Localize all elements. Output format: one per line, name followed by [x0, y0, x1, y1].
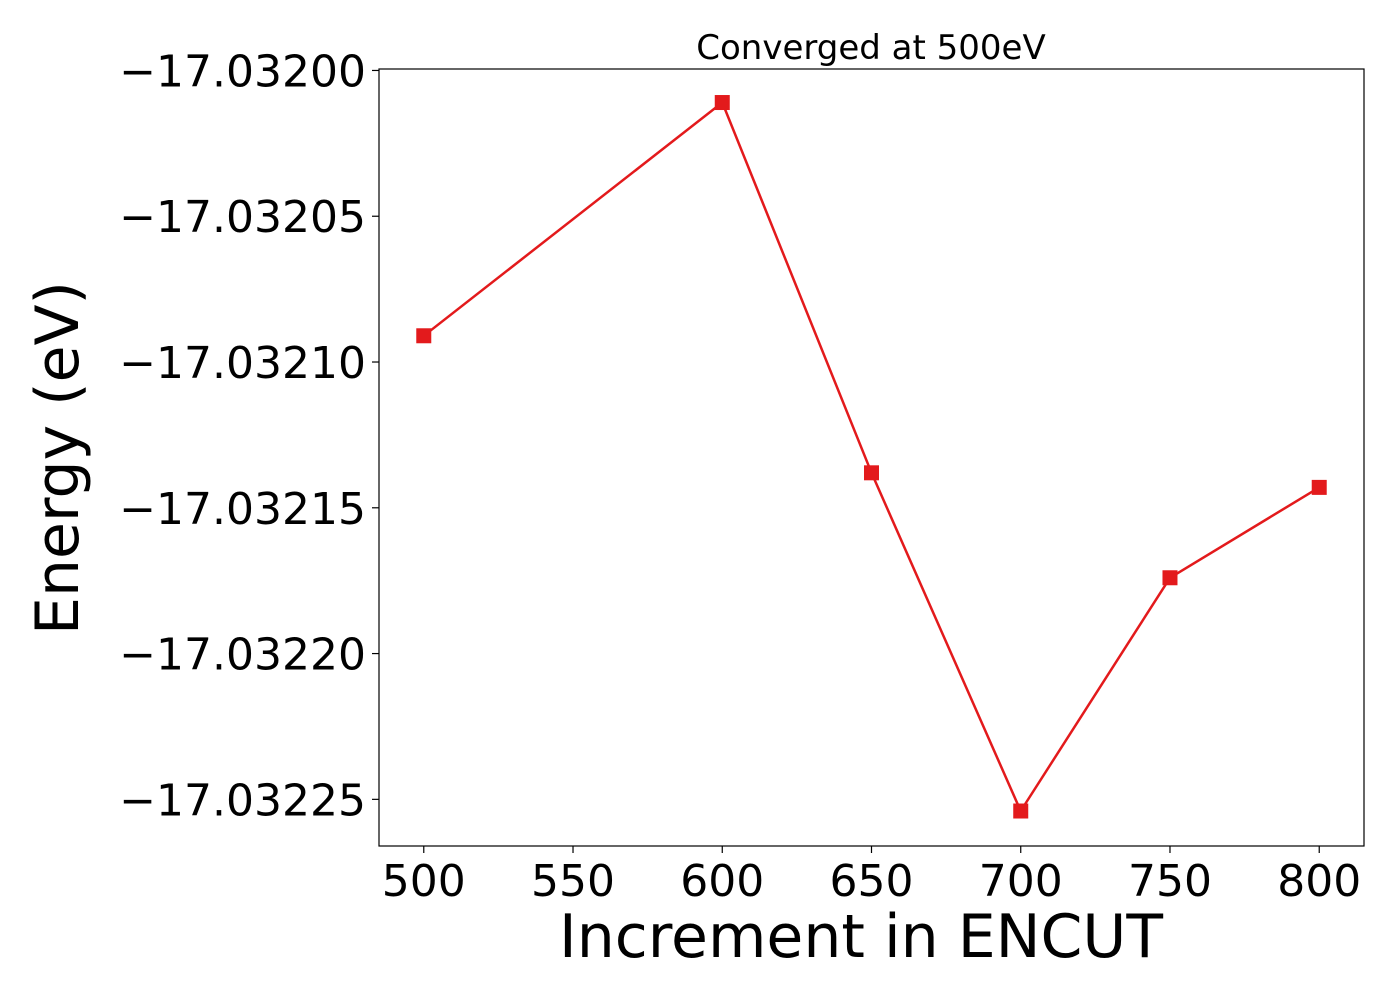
x-axis-label: Increment in ENCUT [559, 902, 1163, 972]
data-point-marker [1013, 803, 1029, 819]
y-tick-label: −17.03205 [119, 192, 366, 243]
chart-title: Converged at 500eV [696, 28, 1045, 68]
y-tick-label: −17.03220 [119, 630, 366, 681]
x-tick-label: 600 [680, 856, 764, 907]
data-point-marker [1311, 479, 1327, 495]
y-axis-ticks: −17.03200 −17.03205 −17.03210 −17.03215 −17.… [119, 46, 379, 826]
x-axis-ticks: 500 550 600 650 700 750 800 [382, 846, 1361, 907]
series-layer [416, 95, 1327, 819]
plot-area [378, 68, 1365, 847]
x-tick-label: 650 [830, 856, 914, 907]
y-axis-label: Energy (eV) [23, 281, 93, 635]
y-tick-label: −17.03225 [119, 775, 366, 826]
series-line [423, 101, 1320, 813]
data-point-marker [416, 328, 432, 344]
x-tick-label: 800 [1277, 856, 1361, 907]
x-tick-label: 500 [382, 856, 466, 907]
y-tick-label: −17.03200 [119, 46, 366, 97]
x-tick-label: 550 [531, 856, 615, 907]
x-tick-label: 750 [1128, 856, 1212, 907]
y-tick-label: −17.03215 [119, 484, 366, 535]
data-point-marker [714, 95, 730, 111]
y-tick-label: −17.03210 [119, 338, 366, 389]
data-point-marker [864, 465, 879, 481]
x-tick-label: 700 [979, 856, 1063, 907]
data-point-marker [1162, 570, 1178, 586]
